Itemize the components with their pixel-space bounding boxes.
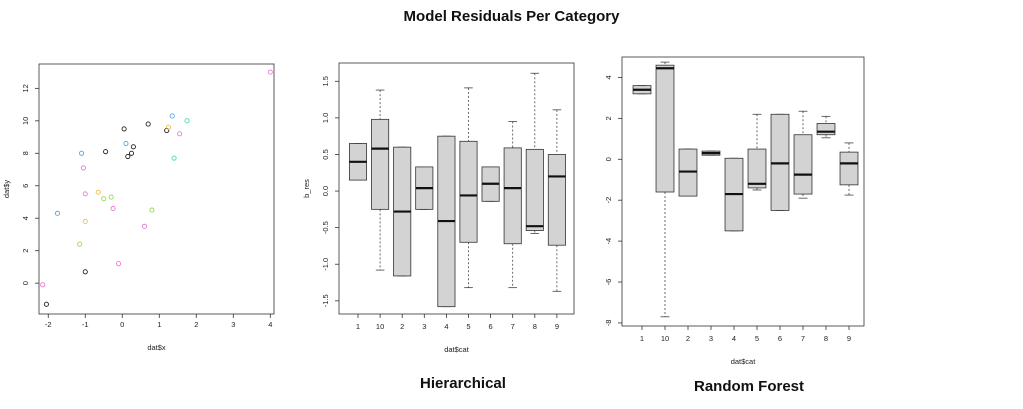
hier-y-tick-label: 0.5 — [321, 149, 330, 159]
scatter-point — [82, 191, 88, 197]
hier-x-tick-label: 4 — [444, 322, 448, 331]
scatter-x-axis-label: dat$x — [147, 343, 166, 352]
scatter-x-tick-label: 2 — [194, 320, 198, 329]
rf-x-tick-label: 4 — [732, 334, 736, 343]
scatter-x-tick-label: 1 — [157, 320, 161, 329]
hier-y-tick-label: 1.5 — [321, 76, 330, 86]
scatter-y-tick-label: 12 — [21, 84, 30, 92]
figure-title: Model Residuals Per Category — [403, 8, 620, 25]
rf-x-tick-label: 5 — [755, 334, 759, 343]
hier-x-tick-label: 5 — [466, 322, 470, 331]
scatter-point — [101, 196, 107, 202]
rf-y-tick-label: -6 — [604, 279, 613, 286]
rf-x-tick-label: 8 — [824, 334, 828, 343]
scatter-x-tick-label: 0 — [120, 320, 124, 329]
hier-x-tick-label: 9 — [555, 322, 559, 331]
hier-box — [503, 147, 522, 245]
hier-y-tick-label: 1.0 — [321, 113, 330, 123]
rf-x-tick-label: 1 — [640, 334, 644, 343]
scatter-point — [145, 121, 151, 127]
rf-x-tick-label: 2 — [686, 334, 690, 343]
rf-y-tick-label: 2 — [604, 116, 613, 120]
hier-box — [459, 140, 478, 243]
rf-box — [655, 64, 675, 193]
hier-y-tick-label: -1.0 — [321, 258, 330, 271]
hier-x-axis-label: dat$cat — [444, 345, 470, 354]
scatter-y-tick-label: 0 — [21, 281, 30, 285]
rf-x-tick-label: 10 — [661, 334, 669, 343]
scatter-x-tick-label: -1 — [82, 320, 89, 329]
scatter-point — [128, 150, 135, 156]
rf-y-tick-label: 0 — [604, 157, 613, 161]
hier-box — [525, 148, 544, 231]
hier-box — [547, 154, 566, 246]
rf-y-tick-label: -2 — [604, 197, 613, 204]
rf-x-tick-label: 6 — [778, 334, 782, 343]
scatter-point — [80, 165, 86, 171]
rf-x-tick-label: 7 — [801, 334, 805, 343]
scatter-point — [54, 210, 61, 216]
scatter-point — [177, 131, 183, 137]
hier-x-tick-label: 6 — [489, 322, 493, 331]
hier-x-tick-label: 8 — [533, 322, 537, 331]
scatter-point — [267, 69, 273, 75]
scatter-frame — [38, 63, 275, 315]
scatter-point — [82, 218, 88, 225]
rf-y-tick-label: -8 — [604, 320, 613, 327]
scatter-y-tick-label: 6 — [21, 184, 30, 188]
scatter-point — [149, 207, 155, 213]
scatter-y-tick-label: 2 — [21, 249, 30, 253]
scatter-y-axis-label: dat$y — [2, 180, 11, 199]
rf-box — [793, 134, 813, 195]
hier-frame — [338, 62, 575, 315]
scatter-point — [125, 153, 131, 160]
hier-x-tick-label: 3 — [422, 322, 426, 331]
scatter-point — [121, 126, 127, 132]
rf-x-tick-label: 9 — [847, 334, 851, 343]
rf-x-axis-label: dat$cat — [731, 357, 757, 366]
hier-y-axis-label: b_res — [302, 179, 311, 198]
hier-x-tick-label: 2 — [400, 322, 404, 331]
random-forest-title: Random Forest — [693, 378, 804, 395]
hier-x-tick-label: 10 — [376, 322, 384, 331]
hier-x-tick-label: 1 — [356, 322, 360, 331]
rf-box — [747, 148, 767, 189]
scatter-point — [116, 261, 122, 267]
scatter-point — [171, 155, 177, 161]
scatter-x-tick-label: 3 — [231, 320, 235, 329]
rf-box — [839, 151, 859, 186]
scatter-x-tick-label: -2 — [45, 320, 52, 329]
scatter-point — [130, 144, 136, 150]
hier-y-tick-label: 0.0 — [321, 186, 330, 196]
scatter-point — [77, 241, 83, 247]
rf-box — [816, 123, 836, 136]
scatter-y-tick-label: 10 — [21, 117, 30, 125]
scatter-point — [95, 189, 101, 195]
scatter-point — [40, 282, 46, 288]
hier-y-tick-label: -1.5 — [321, 294, 330, 307]
scatter-point — [82, 269, 88, 275]
hier-x-tick-label: 7 — [511, 322, 515, 331]
hierarchical-title: Hierarchical — [420, 375, 506, 392]
hier-y-tick-label: -0.5 — [321, 221, 330, 234]
scatter-x-tick-label: 4 — [268, 320, 272, 329]
scatter-point — [103, 149, 109, 155]
scatter-point — [108, 194, 114, 200]
scatter-y-tick-label: 4 — [21, 216, 30, 220]
scatter-point — [169, 113, 175, 119]
scatter-point — [79, 150, 85, 156]
scatter-point — [43, 301, 49, 307]
rf-y-tick-label: -4 — [604, 238, 613, 245]
scatter-point — [184, 118, 190, 124]
scatter-point — [165, 124, 172, 130]
scatter-point — [123, 140, 129, 147]
rf-x-tick-label: 3 — [709, 334, 713, 343]
rf-y-tick-label: 4 — [604, 75, 613, 79]
hier-box — [371, 118, 390, 210]
scatter-point — [110, 205, 116, 212]
scatter-y-tick-label: 8 — [21, 151, 30, 155]
rf-frame — [621, 56, 865, 327]
scatter-point — [141, 223, 148, 229]
